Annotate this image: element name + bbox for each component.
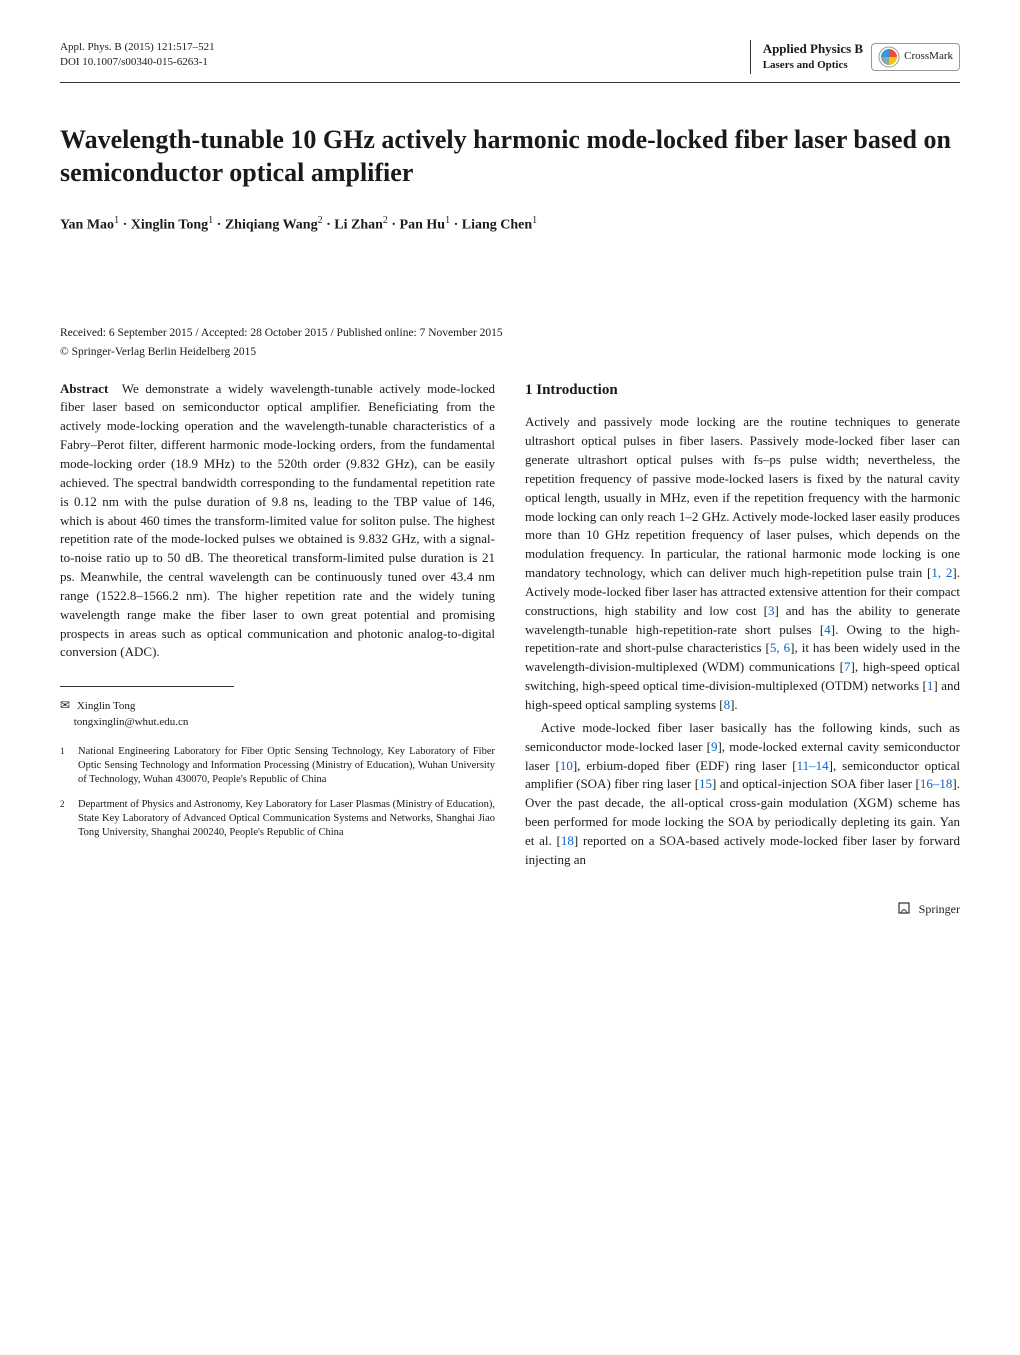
left-column: Abstract We demonstrate a widely wavelen… [60, 380, 495, 870]
two-column-body: Abstract We demonstrate a widely wavelen… [60, 380, 960, 870]
doi-line: DOI 10.1007/s00340-015-6263-1 [60, 55, 215, 70]
ref-link[interactable]: 18 [561, 833, 574, 848]
correspondence-block: ✉ Xinglin Tong tongxinglin@whut.edu.cn [60, 697, 495, 731]
crossmark-icon [878, 46, 900, 68]
journal-subtitle: Lasers and Optics [763, 58, 863, 73]
abstract-label: Abstract [60, 381, 108, 396]
dates-line: Received: 6 September 2015 / Accepted: 2… [60, 325, 960, 341]
springer-icon [896, 900, 912, 921]
ref-link[interactable]: 15 [699, 776, 712, 791]
publisher-footer: Springer [60, 900, 960, 921]
journal-box: Applied Physics B Lasers and Optics [750, 40, 863, 74]
affiliation-number: 2 [60, 798, 68, 841]
crossmark-badge[interactable]: CrossMark [871, 43, 960, 71]
corresponding-author: Xinglin Tong [77, 700, 136, 712]
publisher-name: Springer [919, 902, 960, 916]
affiliation-2: 2 Department of Physics and Astronomy, K… [60, 798, 495, 841]
citation-line: Appl. Phys. B (2015) 121:517–521 [60, 40, 215, 55]
affiliation-text: Department of Physics and Astronomy, Key… [78, 798, 495, 841]
page-header: Appl. Phys. B (2015) 121:517–521 DOI 10.… [60, 40, 960, 74]
ref-link[interactable]: 11–14 [797, 758, 829, 773]
ref-link[interactable]: 1, 2 [931, 565, 952, 580]
header-rule [60, 82, 960, 83]
affiliation-1: 1 National Engineering Laboratory for Fi… [60, 745, 495, 788]
section-1-heading: 1 Introduction [525, 380, 960, 402]
footnote-separator [60, 686, 234, 687]
ref-link[interactable]: 10 [560, 758, 573, 773]
header-right: Applied Physics B Lasers and Optics Cros… [750, 40, 960, 74]
crossmark-label: CrossMark [904, 49, 953, 64]
affiliation-number: 1 [60, 745, 68, 788]
copyright-line: © Springer-Verlag Berlin Heidelberg 2015 [60, 344, 960, 360]
corresponding-email: tongxinglin@whut.edu.cn [74, 716, 189, 728]
ref-link[interactable]: 16–18 [920, 776, 953, 791]
paper-title: Wavelength-tunable 10 GHz actively harmo… [60, 123, 960, 191]
author-list: Yan Mao1 · Xinglin Tong1 · Zhiqiang Wang… [60, 214, 960, 235]
abstract-paragraph: Abstract We demonstrate a widely wavelen… [60, 380, 495, 663]
intro-paragraph-1: Actively and passively mode locking are … [525, 413, 960, 715]
intro-paragraph-2: Active mode-locked fiber laser basically… [525, 719, 960, 870]
mail-icon: ✉ [60, 698, 70, 712]
header-left: Appl. Phys. B (2015) 121:517–521 DOI 10.… [60, 40, 215, 71]
affiliation-text: National Engineering Laboratory for Fibe… [78, 745, 495, 788]
abstract-text: We demonstrate a widely wavelength-tunab… [60, 381, 495, 660]
journal-name: Applied Physics B [763, 40, 863, 58]
right-column: 1 Introduction Actively and passively mo… [525, 380, 960, 870]
ref-link[interactable]: 5, 6 [770, 640, 790, 655]
